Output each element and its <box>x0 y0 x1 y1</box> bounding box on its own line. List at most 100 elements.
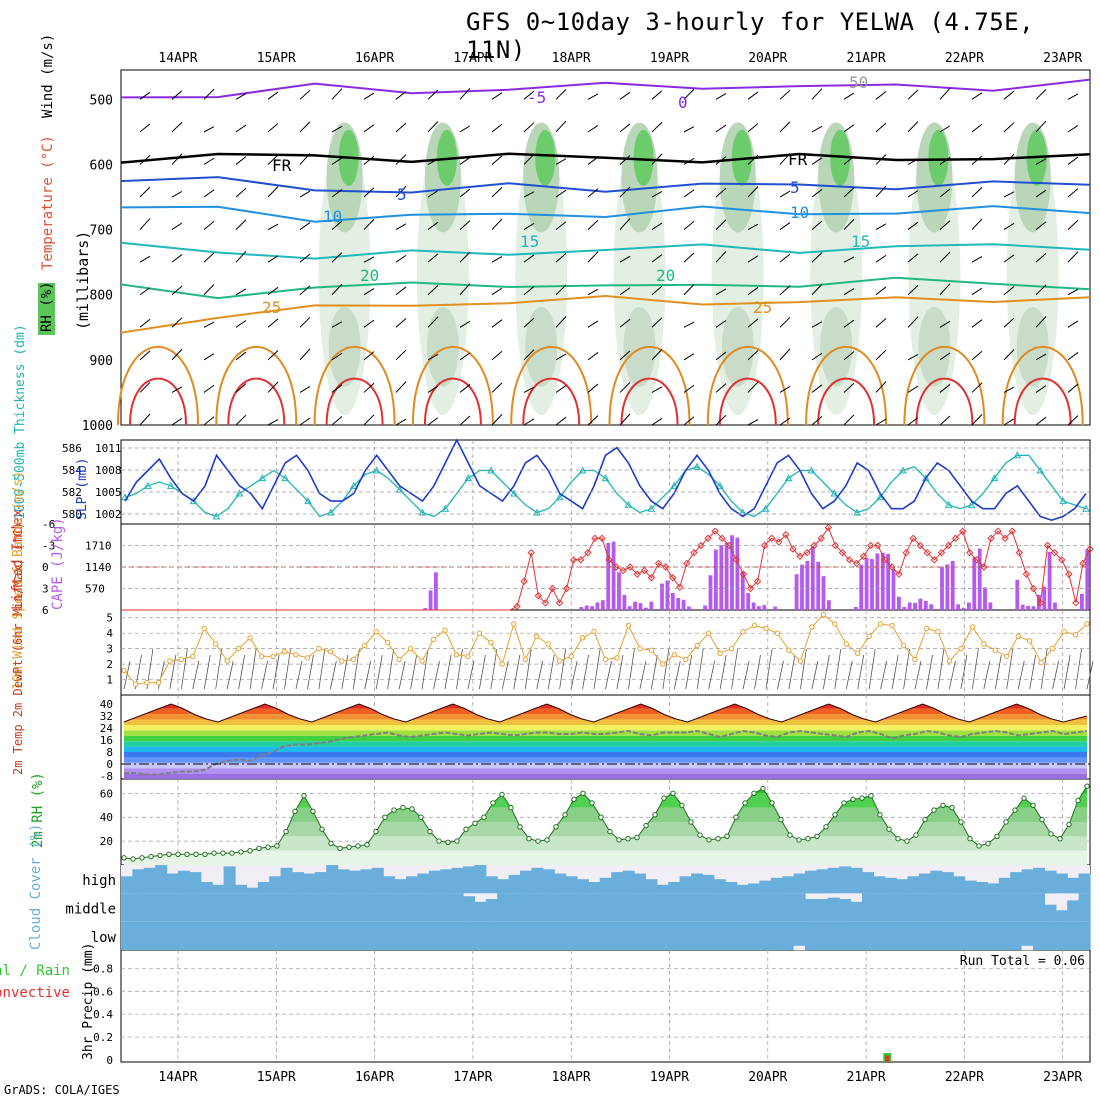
rh-point <box>436 838 442 844</box>
cape-bar <box>945 564 950 610</box>
rh-point <box>544 837 550 843</box>
wind-barb <box>299 153 311 165</box>
wind-barb <box>203 157 215 165</box>
wind-barb <box>203 126 215 133</box>
wind-barb <box>363 414 375 426</box>
wind-barb <box>811 416 823 426</box>
wind-barb <box>363 124 375 133</box>
wind-barb <box>587 352 599 361</box>
temp-band <box>124 714 1087 720</box>
cloud-cell-high <box>1078 873 1091 894</box>
lifted-marker <box>640 566 649 575</box>
ytick-temp: 16 <box>100 734 113 747</box>
wind-barb <box>715 93 727 100</box>
wind-point <box>293 652 299 658</box>
wind-barb <box>715 320 727 328</box>
wind-barb <box>619 186 631 198</box>
wind-barb <box>937 648 945 690</box>
isotherm-label: -5 <box>527 88 546 107</box>
ytick-rh: 60 <box>100 787 113 800</box>
cloud-cell-middle <box>257 893 270 922</box>
wind-barb <box>587 93 599 100</box>
cloud-cell-high <box>1021 869 1034 894</box>
isotherm-35 <box>817 377 876 426</box>
rh-point <box>580 790 586 796</box>
cloud-cell-low <box>634 921 646 950</box>
cloud-cell-high <box>919 873 931 894</box>
wind-barb <box>715 414 727 426</box>
wind-barb <box>1035 158 1047 165</box>
lifted-marker <box>704 534 712 543</box>
wind-barb <box>226 660 234 690</box>
cloud-cell-middle <box>941 893 954 922</box>
wind-barb <box>587 415 599 426</box>
wind-barb <box>639 660 647 690</box>
rh-point <box>265 844 271 850</box>
cape-bar <box>875 553 880 610</box>
wind-barb <box>427 121 439 133</box>
wind-barb <box>1075 648 1082 690</box>
cloud-cell-middle <box>121 893 133 922</box>
cloud-cell-low <box>565 921 578 950</box>
cape-bar <box>988 602 993 610</box>
cloud-cell-middle <box>622 893 635 922</box>
cloud-cell-low <box>1010 921 1023 950</box>
temp-band <box>124 735 1087 742</box>
wind-barb <box>523 254 535 263</box>
rh-point <box>445 839 451 845</box>
cloud-cell-low <box>337 921 350 950</box>
rh-point <box>814 833 820 839</box>
wind-point <box>488 639 494 646</box>
wind-barb <box>834 648 842 690</box>
wind-barb <box>619 218 631 230</box>
cloud-cell-high <box>235 884 247 894</box>
wind-barb <box>1035 189 1047 198</box>
lifted-marker <box>513 602 521 611</box>
cloud-cell-high <box>406 876 418 894</box>
wind-barb <box>235 320 247 328</box>
wind-barb <box>299 222 311 230</box>
thickness-marker <box>876 493 884 501</box>
rh-point <box>598 814 604 820</box>
cloud-cell-high <box>554 873 567 894</box>
isotherm-label: 20 <box>360 266 379 285</box>
lifted-marker <box>1079 559 1087 568</box>
cape-bar <box>746 593 751 610</box>
ytick-cape: 570 <box>85 583 105 596</box>
xtick-top: 17APR <box>453 51 492 66</box>
wind-barb <box>123 660 131 690</box>
cloud-cell-high <box>725 882 738 894</box>
wind-point <box>281 649 288 655</box>
thickness-marker <box>418 508 427 516</box>
wind-point <box>1084 621 1090 627</box>
wind-barb <box>939 157 951 165</box>
wind-point <box>304 655 311 661</box>
rh-point <box>553 824 559 830</box>
wind-barb <box>490 648 498 690</box>
wind-barb <box>788 654 796 690</box>
cloud-cell-middle <box>383 893 396 922</box>
wind-barb <box>1006 648 1014 690</box>
ytick-wind: 3 <box>106 643 113 656</box>
thickness-marker <box>304 497 312 505</box>
lifted-marker <box>598 534 606 543</box>
cloud-cell-high <box>223 866 236 894</box>
rh-point <box>427 828 433 835</box>
wind-barb <box>171 121 183 133</box>
ytick-temp: 8 <box>106 746 113 759</box>
cloud-cell-high <box>748 883 760 894</box>
wind-barb <box>971 287 983 296</box>
cloud-cell-middle <box>200 893 213 922</box>
cape-bar <box>735 537 740 610</box>
cloud-cell-high <box>1055 873 1068 894</box>
wind-point <box>155 679 162 686</box>
wind-barb <box>747 286 759 296</box>
cloud-cell-middle <box>508 893 521 922</box>
temp-band <box>124 752 1087 758</box>
cape-bar <box>665 580 670 610</box>
wind-point <box>235 645 242 652</box>
wind-barb <box>555 284 567 296</box>
wind-barb <box>363 288 375 296</box>
cloud-cell-high <box>542 869 555 894</box>
wind-barb <box>939 251 951 263</box>
